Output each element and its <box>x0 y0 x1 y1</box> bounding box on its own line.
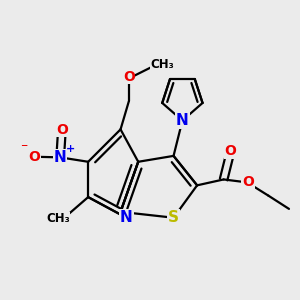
Text: O: O <box>123 70 135 84</box>
Text: N: N <box>54 150 67 165</box>
Text: O: O <box>28 150 40 164</box>
Text: O: O <box>242 176 254 189</box>
Text: N: N <box>176 113 189 128</box>
Text: O: O <box>224 145 236 158</box>
Text: CH₃: CH₃ <box>150 58 174 71</box>
Text: CH₃: CH₃ <box>46 212 70 225</box>
Text: +: + <box>66 143 75 154</box>
Text: N: N <box>120 210 133 225</box>
Text: O: O <box>56 123 68 137</box>
Text: S: S <box>168 210 179 225</box>
Text: ⁻: ⁻ <box>20 141 27 155</box>
